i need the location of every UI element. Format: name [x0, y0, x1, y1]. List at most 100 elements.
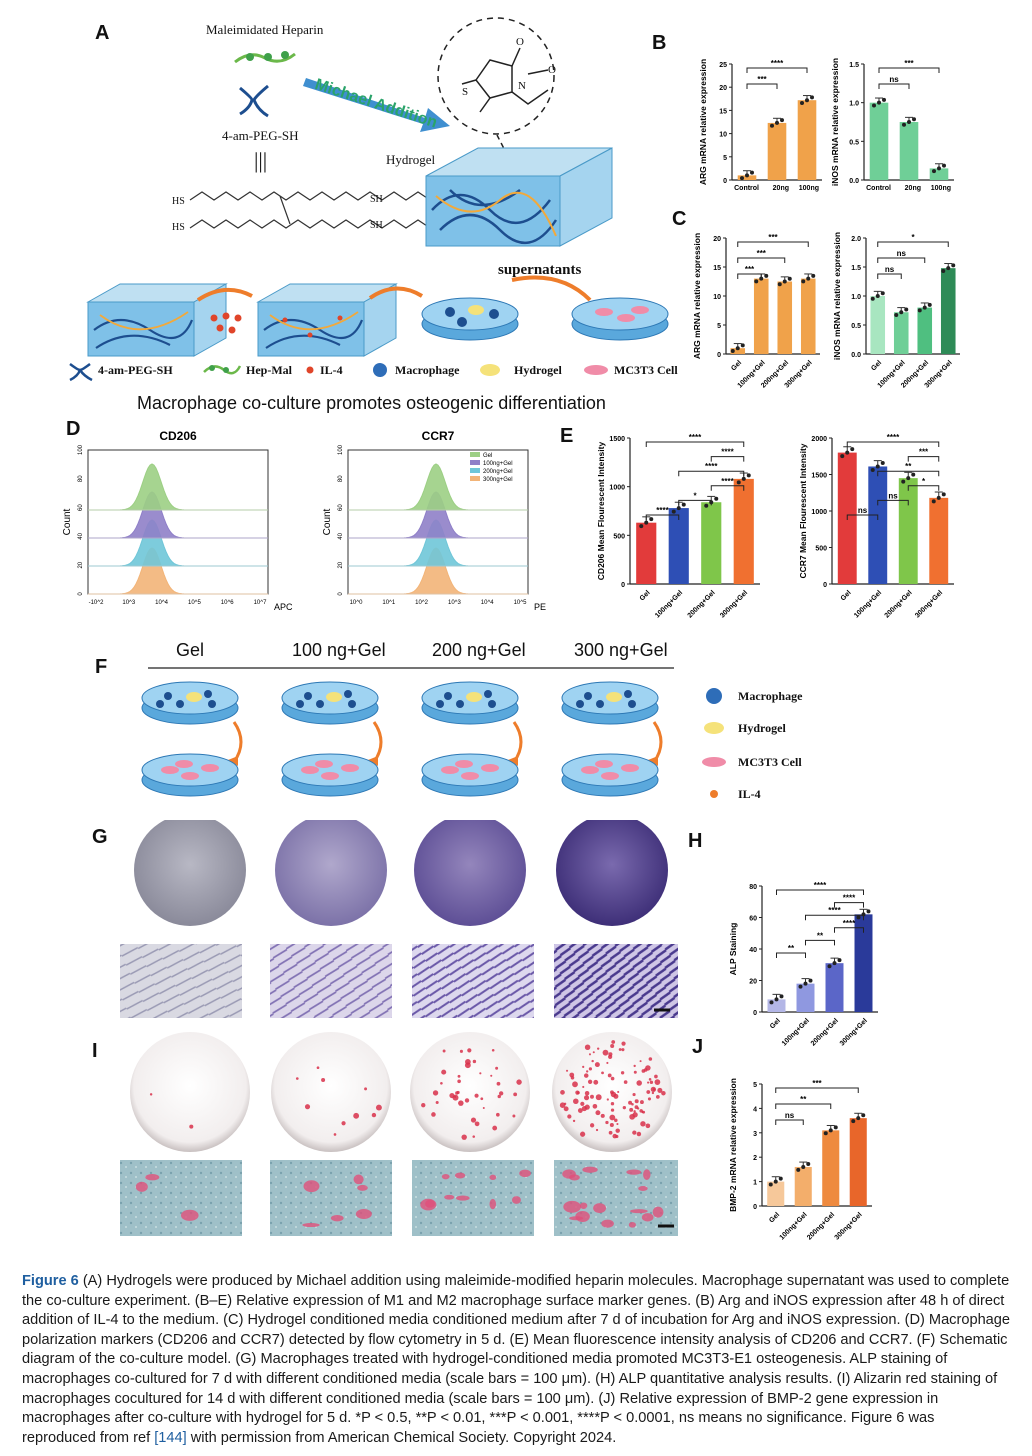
- data-point: [754, 279, 759, 284]
- red-deposit: [304, 1104, 311, 1110]
- significance-bracket: [877, 470, 940, 477]
- red-micro-deposit: [489, 1174, 497, 1180]
- bar: [733, 478, 754, 584]
- workflow-arrow-1: [196, 288, 253, 302]
- data-point: [811, 273, 816, 278]
- significance-bracket: [834, 902, 864, 908]
- red-deposit: [623, 1080, 628, 1084]
- bar: [767, 1181, 785, 1206]
- flow-ytick: 80: [78, 475, 84, 482]
- significance-label: **: [817, 931, 824, 940]
- red-micro-deposit: [303, 1180, 320, 1193]
- dish-mc3t3: [301, 766, 319, 774]
- data-point: [837, 958, 842, 963]
- data-point: [904, 307, 909, 312]
- heparin-icon: [234, 51, 296, 64]
- y-tick-label: 0.0: [849, 178, 859, 185]
- dish-macrophage: [204, 690, 212, 698]
- red-deposit: [490, 1074, 493, 1077]
- data-point: [736, 480, 741, 485]
- macrophage-icon: [706, 688, 722, 704]
- bar: [870, 296, 886, 354]
- data-point: [810, 95, 814, 100]
- data-point: [922, 305, 927, 310]
- legend-hydrogel-icon: [480, 364, 500, 376]
- red-deposit: [633, 1064, 636, 1068]
- red-deposit: [590, 1094, 594, 1099]
- red-micro-deposit: [582, 1166, 598, 1173]
- g-micro-gel: [120, 944, 242, 1018]
- data-point: [740, 176, 744, 181]
- flow-xtick: 10^1: [382, 600, 395, 606]
- x-tick-label: Gel: [730, 359, 743, 372]
- significance-label: ***: [757, 75, 767, 84]
- dish-top: [421, 753, 519, 787]
- dish-macrophage: [584, 692, 592, 700]
- x-tick-label: Gel: [639, 589, 652, 602]
- significance-label: ***: [745, 265, 755, 274]
- data-point: [872, 103, 876, 108]
- x-tick-label: Gel: [769, 1017, 782, 1030]
- bar: [822, 1130, 840, 1206]
- dish-mc3t3: [621, 764, 639, 772]
- panel-label-d: D: [66, 418, 81, 440]
- significance-bracket: [878, 67, 940, 73]
- data-point: [856, 915, 861, 920]
- caption-ref-link[interactable]: [144]: [154, 1429, 187, 1446]
- flow-xlabel: PE: [534, 602, 546, 612]
- i-red-spots: [149, 1040, 666, 1140]
- red-deposit: [480, 1097, 484, 1101]
- red-deposit: [496, 1112, 500, 1117]
- red-deposit: [606, 1061, 609, 1065]
- data-point: [798, 984, 803, 989]
- data-point: [714, 496, 719, 501]
- atom-s: S: [462, 86, 469, 98]
- y-tick-label: 0: [621, 582, 625, 589]
- y-axis-label: ARG mRNA relative expression: [692, 233, 702, 359]
- panel-label-f: F: [95, 656, 108, 678]
- red-micro-deposit: [302, 1223, 320, 1228]
- dish-macrophage-icon: [421, 297, 519, 341]
- data-point: [877, 100, 881, 105]
- data-point: [827, 964, 832, 969]
- data-point: [931, 499, 936, 504]
- f-legend-mc3t3: MC3T3 Cell: [738, 755, 802, 769]
- significance-bracket: [645, 514, 680, 520]
- data-point: [901, 479, 906, 484]
- red-deposit: [616, 1122, 619, 1126]
- significance-bracket: [877, 273, 902, 279]
- dish-macrophage: [456, 700, 464, 708]
- significance-label: ****: [721, 477, 734, 486]
- red-deposit: [479, 1072, 482, 1075]
- significance-bracket: [678, 470, 745, 477]
- red-deposit: [295, 1077, 299, 1080]
- red-deposit: [617, 1090, 620, 1093]
- flow-xtick: 10^3: [122, 600, 135, 606]
- red-deposit: [641, 1111, 644, 1114]
- red-deposit: [581, 1105, 587, 1112]
- significance-label: ****: [887, 433, 900, 442]
- dish-arrow-head: [368, 756, 378, 766]
- flow-ccr7: CCR7 PE Count 10^0 10^1 10^2 10^3 10^4 10^5 0 20 40…: [322, 429, 546, 612]
- red-deposit: [633, 1070, 637, 1074]
- red-deposit: [321, 1077, 326, 1082]
- red-micro-deposit: [455, 1195, 470, 1201]
- red-deposit: [587, 1079, 593, 1084]
- dish-top: [561, 753, 659, 787]
- red-deposit: [572, 1119, 576, 1123]
- significance-label: *: [911, 233, 915, 242]
- significance-label: ***: [919, 448, 929, 457]
- data-point: [840, 454, 845, 459]
- x-tick-label: Gel: [768, 1211, 781, 1224]
- significance-bracket: [776, 952, 806, 958]
- histogram-curve: [88, 463, 268, 511]
- data-point: [639, 524, 644, 529]
- panel-label-i: I: [92, 1040, 98, 1062]
- bar: [737, 175, 757, 180]
- red-deposit: [610, 1090, 614, 1095]
- data-point: [927, 302, 932, 307]
- data-point: [875, 464, 880, 469]
- data-point: [778, 1176, 783, 1181]
- peg-star-icon: [239, 84, 269, 118]
- red-deposit: [575, 1090, 580, 1095]
